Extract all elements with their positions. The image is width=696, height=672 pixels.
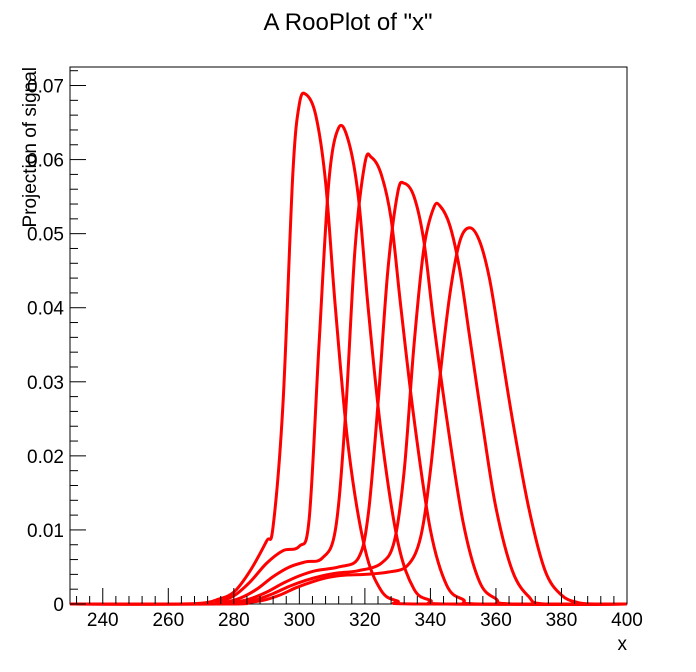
x-tick-label: 320 [349,610,381,631]
y-tick-label: 0.03 [27,373,64,394]
x-tick-label: 360 [480,610,512,631]
y-tick-label: 0.02 [27,447,64,468]
x-tick-label: 260 [152,610,184,631]
series-line-3 [69,152,628,606]
chart-title: A RooPlot of "x" [263,9,432,36]
y-axis-label: Projection of signal [20,67,41,228]
series-line-6 [69,226,628,606]
series-line-5 [69,201,628,607]
x-axis-label: x [618,634,628,655]
y-tick-label: 0 [53,595,64,616]
x-tick-label: 380 [546,610,578,631]
series-line-4 [69,180,628,606]
x-tick-label: 280 [218,610,250,631]
x-tick-label: 340 [415,610,447,631]
x-tick-label: 240 [87,610,119,631]
y-tick-label: 0.06 [27,151,64,172]
x-axis: 240 260 280 300 320 340 360 380 400 [76,588,643,631]
y-tick-label: 0.07 [27,77,64,98]
plot-frame [69,66,628,605]
y-axis: 0 0.01 0.02 0.03 0.04 0.05 0.06 0.07 [27,70,86,616]
y-tick-label: 0.01 [27,521,64,542]
x-tick-label: 300 [284,610,316,631]
y-tick-label: 0.04 [27,299,64,320]
series-line-1 [69,91,628,606]
x-tick-label: 400 [611,610,643,631]
series-layer [69,91,628,607]
y-tick-label: 0.05 [27,225,64,246]
series-line-2 [69,123,628,606]
